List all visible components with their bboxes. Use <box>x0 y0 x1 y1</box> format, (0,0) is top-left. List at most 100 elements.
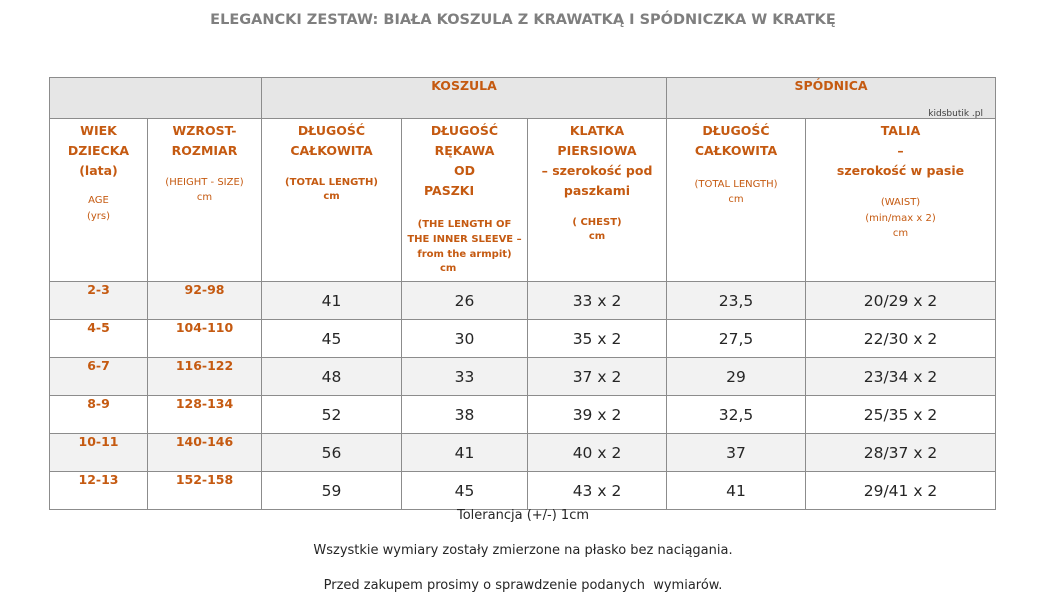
header-skirt-length: DŁUGOŚĆ CAŁKOWITA (TOTAL LENGTH) cm <box>666 118 806 282</box>
header-waist: TALIA – szerokość w pasie (WAIST) (min/m… <box>804 118 997 282</box>
cell-waist: 29/41 x 2 <box>804 471 997 510</box>
cell-shirt-length: 45 <box>261 319 402 358</box>
flat-measure-note: Wszystkie wymiary zostały zmierzone na p… <box>313 543 733 558</box>
header-sleeve-unit: cm <box>440 263 457 274</box>
header-height-l2: ROZMIAR <box>171 143 238 158</box>
cell-chest: 43 x 2 <box>527 471 667 510</box>
cell-sleeve: 45 <box>401 471 528 510</box>
cell-waist: 25/35 x 2 <box>804 395 997 434</box>
table-row: 2-3 92-98 41 26 33 x 2 23,5 20/29 x 2 <box>49 281 997 320</box>
cell-chest: 40 x 2 <box>527 433 667 472</box>
cell-height: 116-122 <box>147 357 262 396</box>
header-sleeve: DŁUGOŚĆ RĘKAWA OD PASZKI (THE LENGTH OF … <box>401 118 528 282</box>
cell-skirt-length: 29 <box>666 357 806 396</box>
header-sleeve-l4: PASZKI <box>424 183 475 198</box>
cell-waist: 28/37 x 2 <box>804 433 997 472</box>
header-waist-l3: szerokość w pasie <box>836 163 965 178</box>
header-chest-unit: cm <box>588 231 606 242</box>
header-waist-l1: TALIA <box>880 123 921 138</box>
header-chest: KLATKA PIERSIOWA – szerokość pod paszkam… <box>527 118 667 282</box>
cell-chest: 35 x 2 <box>527 319 667 358</box>
cell-skirt-length: 37 <box>666 433 806 472</box>
cell-height: 92-98 <box>147 281 262 320</box>
cell-waist: 22/30 x 2 <box>804 319 997 358</box>
cell-waist: 23/34 x 2 <box>804 357 997 396</box>
header-height-l1: WZROST- <box>172 123 237 138</box>
group-header-empty <box>49 77 262 119</box>
group-header-shirt: KOSZULA <box>261 77 667 119</box>
cell-sleeve: 41 <box>401 433 528 472</box>
column-header-row: WIEK DZIECKA (lata) AGE (yrs) WZROST- RO… <box>49 118 997 282</box>
header-chest-en: ( CHEST) <box>572 217 622 228</box>
header-chest-l4: paszkami <box>563 183 631 198</box>
cell-skirt-length: 41 <box>666 471 806 510</box>
header-waist-en2: (min/max x 2) <box>865 213 936 224</box>
size-table: KOSZULA SPÓDNICA kidsbutik .pl WIEK DZIE… <box>49 77 997 510</box>
cell-sleeve: 26 <box>401 281 528 320</box>
cell-shirt-length: 41 <box>261 281 402 320</box>
header-waist-en1: (WAIST) <box>880 197 921 208</box>
cell-age: 12-13 <box>49 471 148 510</box>
cell-height: 152-158 <box>147 471 262 510</box>
table-row: 12-13 152-158 59 45 43 x 2 41 29/41 x 2 <box>49 471 997 510</box>
cell-chest: 33 x 2 <box>527 281 667 320</box>
header-age-en2: (yrs) <box>86 211 111 222</box>
page-title: ELEGANCKI ZESTAW: BIAŁA KOSZULA Z KRAWAT… <box>210 12 836 28</box>
cell-skirt-length: 23,5 <box>666 281 806 320</box>
table-row: 4-5 104-110 45 30 35 x 2 27,5 22/30 x 2 <box>49 319 997 358</box>
cell-waist: 20/29 x 2 <box>804 281 997 320</box>
header-skirt-length-l1: DŁUGOŚĆ <box>702 123 770 138</box>
cell-sleeve: 38 <box>401 395 528 434</box>
cell-age: 4-5 <box>49 319 148 358</box>
cell-sleeve: 30 <box>401 319 528 358</box>
group-header-skirt: SPÓDNICA kidsbutik .pl <box>665 77 997 119</box>
header-height: WZROST- ROZMIAR (HEIGHT - SIZE) cm <box>147 118 262 282</box>
header-waist-unit: cm <box>892 228 909 239</box>
cell-age: 8-9 <box>49 395 148 434</box>
header-sleeve-l2: RĘKAWA <box>434 143 495 158</box>
header-skirt-length-en: (TOTAL LENGTH) <box>694 179 778 190</box>
header-age-l2: DZIECKA <box>67 143 130 158</box>
cell-height: 104-110 <box>147 319 262 358</box>
table-row: 6-7 116-122 48 33 37 x 2 29 23/34 x 2 <box>49 357 997 396</box>
header-age-l1: WIEK <box>80 123 117 138</box>
header-height-en: (HEIGHT - SIZE) <box>165 177 244 188</box>
header-age-l3: (lata) <box>79 163 118 178</box>
header-shirt-length-l1: DŁUGOŚĆ <box>297 123 366 138</box>
header-shirt-length-l2: CAŁKOWITA <box>290 143 373 158</box>
header-waist-l2: – <box>897 143 904 158</box>
header-sleeve-en3: from the armpit) <box>417 249 512 260</box>
cell-shirt-length: 59 <box>261 471 402 510</box>
brand-watermark: kidsbutik .pl <box>928 109 984 119</box>
header-shirt-length-unit: cm <box>323 191 340 202</box>
header-sleeve-en1: (THE LENGTH OF <box>417 219 512 230</box>
header-sleeve-en2: THE INNER SLEEVE – <box>407 234 522 245</box>
header-skirt-length-unit: cm <box>728 194 744 205</box>
header-shirt-length-en: (TOTAL LENGTH) <box>285 177 378 188</box>
table-row: 8-9 128-134 52 38 39 x 2 32,5 25/35 x 2 <box>49 395 997 434</box>
cell-chest: 39 x 2 <box>527 395 667 434</box>
cell-skirt-length: 32,5 <box>666 395 806 434</box>
header-chest-l2: PIERSIOWA <box>557 143 637 158</box>
header-shirt-length: DŁUGOŚĆ CAŁKOWITA (TOTAL LENGTH) cm <box>261 118 402 282</box>
header-age-en1: AGE <box>88 195 109 206</box>
header-sleeve-l3: OD <box>453 163 475 178</box>
cell-age: 2-3 <box>49 281 148 320</box>
group-header-row: KOSZULA SPÓDNICA kidsbutik .pl <box>49 77 997 119</box>
cell-height: 128-134 <box>147 395 262 434</box>
check-note: Przed zakupem prosimy o sprawdzenie poda… <box>323 578 723 593</box>
cell-shirt-length: 52 <box>261 395 402 434</box>
header-skirt-length-l2: CAŁKOWITA <box>694 143 778 158</box>
cell-shirt-length: 56 <box>261 433 402 472</box>
group-header-skirt-label: SPÓDNICA <box>794 78 868 93</box>
header-sleeve-l1: DŁUGOŚĆ <box>430 123 499 138</box>
header-chest-l3: – szerokość pod <box>541 163 653 178</box>
cell-shirt-length: 48 <box>261 357 402 396</box>
cell-age: 10-11 <box>49 433 148 472</box>
cell-skirt-length: 27,5 <box>666 319 806 358</box>
header-chest-l1: KLATKA <box>569 123 625 138</box>
cell-sleeve: 33 <box>401 357 528 396</box>
cell-chest: 37 x 2 <box>527 357 667 396</box>
header-height-unit: cm <box>196 192 213 203</box>
cell-age: 6-7 <box>49 357 148 396</box>
